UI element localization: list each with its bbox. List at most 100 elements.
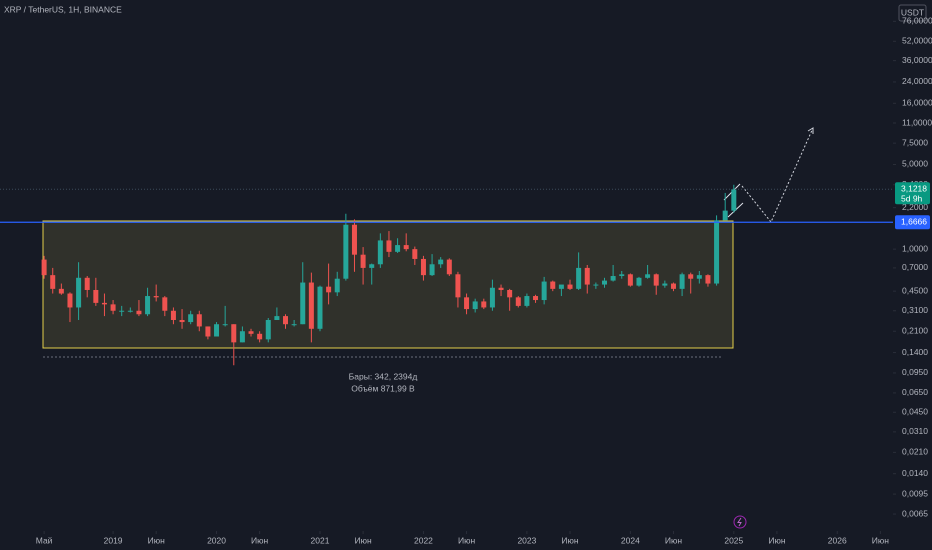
x-tick-label: 2020 [207,535,226,545]
candle-body [645,274,651,278]
candle-body [662,283,668,286]
x-tick-label: 2022 [414,535,433,545]
x-tick-label: Июн [355,535,372,545]
candle-body [584,267,590,285]
candle-body [76,277,82,308]
candle-body [188,314,194,323]
x-tick-label: Июн [458,535,475,545]
y-tick-label: 0,0065 [902,508,928,518]
x-tick-label: 2019 [104,535,123,545]
candle-body [58,288,64,294]
candle-body [326,286,332,293]
y-tick-label: 7,5000 [902,137,928,147]
candle-body [377,240,383,265]
x-tick-label: Май [36,535,53,545]
candle-body [688,274,694,279]
annotation: Бары: 342, 2394д [349,371,418,381]
candle-body [653,274,659,286]
currency-box[interactable] [898,4,927,22]
candle-body [636,277,642,286]
candle-body [714,220,720,284]
candle-body [317,286,323,329]
candle-body [455,274,461,298]
y-tick-label: 0,0095 [902,488,928,498]
candle-body [360,254,366,268]
y-tick-label: 0,7000 [902,262,928,272]
candle-body [291,324,297,326]
event-icon-bolt [737,517,742,527]
x-tick-label: 2026 [828,535,847,545]
countdown: 5d 9h [901,194,923,204]
candle-body [498,287,504,290]
candle-body [84,277,90,290]
candle-body [576,267,582,289]
x-tick-label: 2023 [517,535,536,545]
candle-body [119,310,125,312]
candle-body [67,293,73,308]
candle-body [507,289,513,298]
candle-body [222,324,228,326]
x-tick-label: Июн [251,535,268,545]
candle-body [179,320,185,323]
candle-body [50,275,56,289]
candle-body [533,296,539,301]
candle-body [248,331,254,334]
level-label: 1,6666 [901,217,927,227]
candle-body [308,282,314,329]
currency[interactable]: USDT [901,7,924,17]
candle-body [679,274,685,289]
candle-body [170,310,176,321]
y-tick-label: 24,0000 [902,76,932,86]
candle-body [93,289,99,303]
candle-body [593,284,599,286]
candle-body [334,278,340,293]
candle-body [619,274,625,277]
arrow-head [807,127,814,134]
y-tick-label: 0,1400 [902,347,928,357]
chart-title: XRP / TetherUS, 1H, BINANCE [4,4,122,14]
candle-body [420,258,426,276]
candle-body [127,310,133,312]
y-tick-label: 0,0650 [902,387,928,397]
candle-body [403,245,409,250]
candle-body [541,281,547,301]
candle-body [257,333,263,340]
candle-body [196,314,202,327]
y-tick-label: 16,0000 [902,98,932,108]
candle-body [386,240,392,252]
candle-body [274,316,280,321]
candle-body [41,259,47,276]
y-tick-label: 36,0000 [902,55,932,65]
candle-body [145,296,151,315]
event-icon[interactable] [733,515,747,529]
candle-body [412,249,418,259]
candle-body [438,259,444,265]
candle-body [231,324,237,343]
x-tick-label: Июн [561,535,578,545]
candle-body [446,259,452,275]
y-tick-label: 0,4500 [902,285,928,295]
candle-body [162,297,168,311]
candle-body [731,189,737,211]
x-tick-label: Июн [872,535,889,545]
annotation: Объём 871,99 B [351,383,415,393]
x-tick-label: Июн [665,535,682,545]
candle-body [489,287,495,308]
x-tick-label: 2024 [621,535,640,545]
candle-body [369,264,375,268]
candle-body [524,296,530,306]
level-tag [895,215,930,230]
candle-body [472,301,478,310]
candle-body [101,302,107,305]
candle-body [395,245,401,252]
candle-body [214,324,220,337]
x-tick-label: 2021 [311,535,330,545]
y-tick-label: 52,0000 [902,36,932,46]
candle-body [550,281,556,289]
candle-body [136,310,142,315]
y-tick-label: 5,0000 [902,159,928,169]
x-tick-label: 2025 [724,535,743,545]
y-tick-label: 0,0210 [902,447,928,457]
